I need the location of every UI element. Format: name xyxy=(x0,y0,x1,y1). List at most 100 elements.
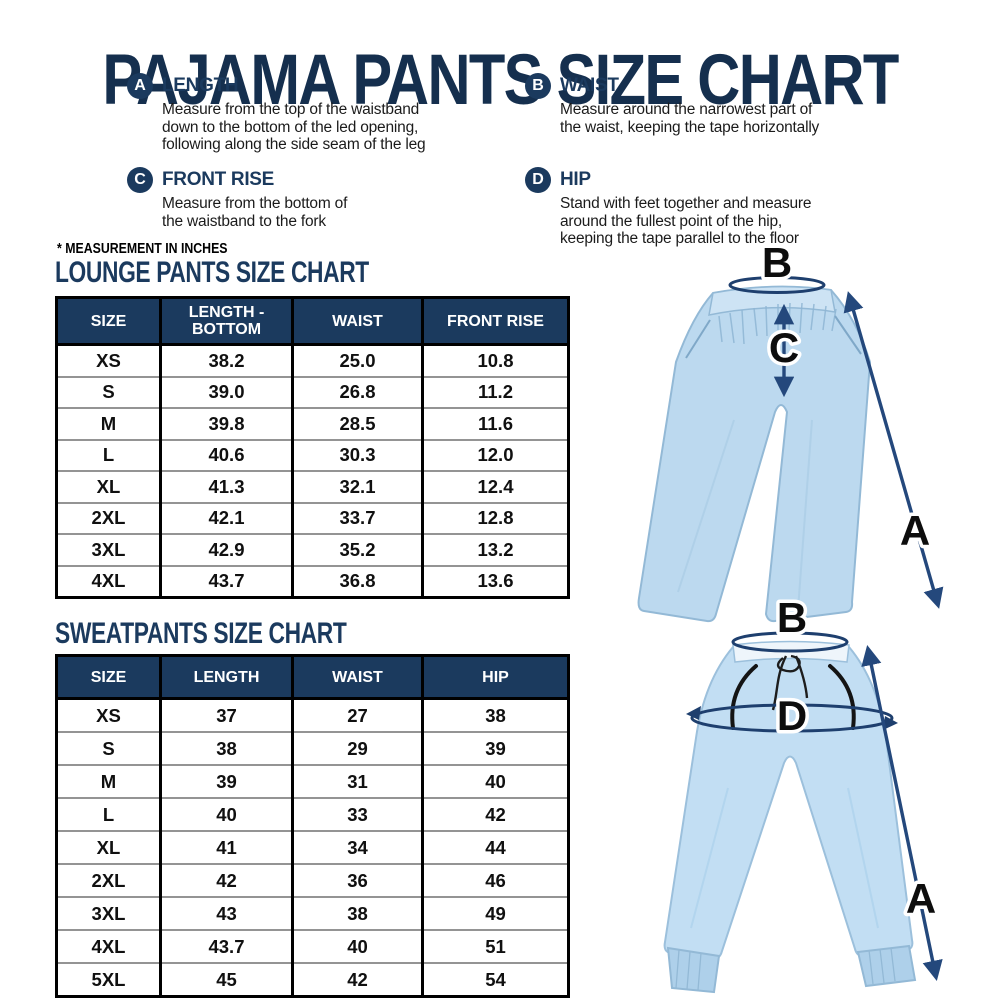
measurement-name: FRONT RISE xyxy=(162,169,275,190)
value-cell: 38 xyxy=(421,698,569,733)
value-cell: 39 xyxy=(421,732,569,766)
value-cell: 38 xyxy=(291,897,423,931)
size-cell: M xyxy=(56,408,161,441)
header-row: SIZE LENGTH - BOTTOM WAIST FRONT RISE xyxy=(56,297,569,346)
leg-creases xyxy=(677,419,813,611)
table-row: 3XL 43 38 49 xyxy=(56,897,569,931)
size-cell: 2XL xyxy=(56,864,161,898)
value-cell: 36.8 xyxy=(291,565,423,598)
value-cell: 46 xyxy=(421,864,569,898)
waist-measure-ellipse xyxy=(731,631,849,653)
column-header: HIP xyxy=(421,655,569,700)
table-row: 4XL 43.7 40 51 xyxy=(56,930,569,964)
table-row: XS 37 27 38 xyxy=(56,698,569,733)
measurement-description: Measure from the bottom of the waistband… xyxy=(162,195,348,230)
value-cell: 12.8 xyxy=(421,502,569,535)
measurement-name: WAIST xyxy=(560,75,619,96)
value-cell: 43.7 xyxy=(159,565,293,598)
length-arrow xyxy=(843,291,944,609)
value-cell: 28.5 xyxy=(291,408,423,441)
size-cell: 3XL xyxy=(56,897,161,931)
value-cell: 38 xyxy=(159,732,293,766)
value-cell: 40 xyxy=(291,930,423,964)
size-cell: XS xyxy=(56,344,161,378)
lounge-pants-shape xyxy=(637,285,872,623)
value-cell: 34 xyxy=(291,831,423,865)
value-cell: 31 xyxy=(291,765,423,799)
value-cell: 10.8 xyxy=(421,344,569,378)
sweatpants-illustration: B D A xyxy=(663,598,943,994)
lounge-chart-title: LOUNGE PANTS SIZE CHART xyxy=(55,256,369,289)
page-title: PAJAMA PANTS SIZE CHART xyxy=(102,40,899,120)
sweatpants-shape xyxy=(663,641,914,961)
value-cell: 41.3 xyxy=(159,471,293,504)
lounge-pants-illustration: B C A xyxy=(637,240,944,623)
value-cell: 43.7 xyxy=(159,930,293,964)
letter-b-badge: B xyxy=(525,73,551,99)
column-header: FRONT RISE xyxy=(421,297,569,346)
value-cell: 13.2 xyxy=(421,534,569,567)
letter-d-badge: D xyxy=(525,167,551,193)
value-cell: 38.2 xyxy=(159,344,293,378)
value-cell: 27 xyxy=(291,698,423,733)
table-row: XS 38.2 25.0 10.8 xyxy=(56,344,569,378)
front-rise-label: C xyxy=(769,324,799,371)
value-cell: 33.7 xyxy=(291,502,423,535)
size-cell: XS xyxy=(56,698,161,733)
value-cell: 49 xyxy=(421,897,569,931)
left-pocket-slit xyxy=(685,319,711,359)
table-row: S 39.0 26.8 11.2 xyxy=(56,376,569,409)
measurement-section-length: A LENGTH Measure from the top of the wai… xyxy=(127,73,477,154)
value-cell: 40 xyxy=(159,798,293,832)
column-header: LENGTH - BOTTOM xyxy=(159,297,293,346)
value-cell: 51 xyxy=(421,930,569,964)
value-cell: 13.6 xyxy=(421,565,569,598)
value-cell: 43 xyxy=(159,897,293,931)
size-cell: S xyxy=(56,376,161,409)
column-header: SIZE xyxy=(56,655,161,700)
value-cell: 25.0 xyxy=(291,344,423,378)
value-cell: 54 xyxy=(421,963,569,997)
size-cell: L xyxy=(56,439,161,472)
column-header: LENGTH xyxy=(159,655,293,700)
sweatpants-chart-title: SWEATPANTS SIZE CHART xyxy=(55,617,347,650)
table-row: M 39.8 28.5 11.6 xyxy=(56,408,569,441)
size-cell: S xyxy=(56,732,161,766)
value-cell: 39.8 xyxy=(159,408,293,441)
column-header: WAIST xyxy=(291,297,423,346)
right-pocket xyxy=(828,664,856,730)
value-cell: 42 xyxy=(291,963,423,997)
sweatpants-size-table: SIZE LENGTH WAIST HIP XS 37 27 38 S 38 29 39 M 39 31 40… xyxy=(55,654,570,998)
length-arrow xyxy=(861,645,943,981)
measurement-section-front-rise: C FRONT RISE Measure from the bottom of … xyxy=(127,167,447,230)
table-row: 2XL 42 36 46 xyxy=(56,864,569,898)
value-cell: 35.2 xyxy=(291,534,423,567)
value-cell: 26.8 xyxy=(291,376,423,409)
value-cell: 12.0 xyxy=(421,439,569,472)
waist-label: B xyxy=(777,598,807,641)
measurement-description: Measure from the top of the waistband do… xyxy=(162,101,426,154)
value-cell: 42.9 xyxy=(159,534,293,567)
letter-a-badge: A xyxy=(127,73,153,99)
value-cell: 41 xyxy=(159,831,293,865)
value-cell: 11.2 xyxy=(421,376,569,409)
table-row: 4XL 43.7 36.8 13.6 xyxy=(57,565,569,598)
table-row: L 40 33 42 xyxy=(56,798,569,832)
value-cell: 11.6 xyxy=(421,408,569,441)
waist-label: B xyxy=(762,240,792,286)
measurement-name: LENGTH xyxy=(162,75,239,96)
column-header: SIZE xyxy=(56,297,161,346)
value-cell: 40 xyxy=(421,765,569,799)
size-cell: XL xyxy=(56,831,161,865)
table-row: 5XL 45 42 54 xyxy=(57,963,569,997)
table-row: XL 41.3 32.1 12.4 xyxy=(56,471,569,504)
table-row: 2XL 42.1 33.7 12.8 xyxy=(56,502,569,535)
lounge-size-table: SIZE LENGTH - BOTTOM WAIST FRONT RISE XS 38.2… xyxy=(55,296,570,599)
table-row: 3XL 42.9 35.2 13.2 xyxy=(56,534,569,567)
value-cell: 33 xyxy=(291,798,423,832)
length-label: A xyxy=(900,507,930,554)
measurement-description: Stand with feet together and measure aro… xyxy=(560,195,812,248)
value-cell: 30.3 xyxy=(291,439,423,472)
value-cell: 39.0 xyxy=(159,376,293,409)
